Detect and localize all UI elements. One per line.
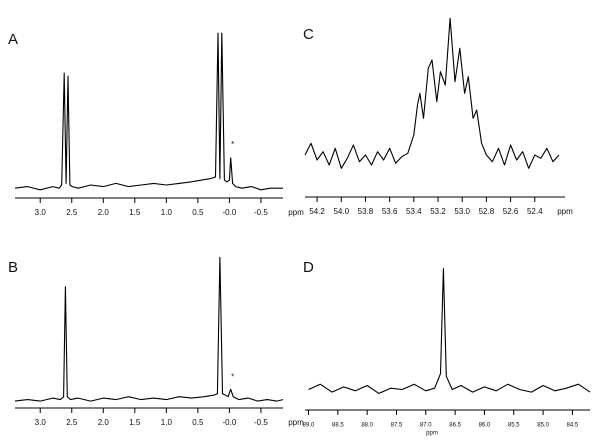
panel-label: D (303, 259, 314, 276)
x-tick-label: 53.8 (358, 207, 374, 216)
spectrum-line (14, 256, 284, 402)
x-tick-label: 85.0 (537, 423, 549, 429)
x-tick-label: 1.0 (161, 208, 173, 217)
panel-label: A (8, 31, 18, 48)
x-tick-label: 2.5 (66, 418, 78, 427)
panel-label: C (303, 26, 314, 43)
x-tick-label: 1.5 (129, 208, 141, 217)
x-tick-label: 84.5 (567, 423, 579, 429)
x-tick-label: 53.2 (430, 207, 446, 216)
x-tick-label: 1.5 (129, 418, 141, 427)
spectrum-line (304, 17, 560, 169)
x-axis-label: ppm (288, 418, 304, 427)
x-tick-label: -0.0 (223, 208, 237, 217)
x-tick-label: 1.0 (161, 418, 173, 427)
x-tick-label: 52.4 (527, 207, 543, 216)
x-tick-label: 52.8 (479, 207, 495, 216)
x-axis-label: ppm (426, 431, 438, 437)
x-tick-label: 85.5 (508, 423, 520, 429)
x-tick-label: 2.0 (98, 418, 110, 427)
x-tick-label: 52.6 (503, 207, 519, 216)
x-tick-label: 2.0 (98, 208, 110, 217)
x-tick-label: 89.0 (303, 423, 315, 429)
x-axis-label: ppm (288, 208, 304, 217)
panel-label: B (8, 259, 18, 276)
annotation: * (231, 373, 234, 382)
x-tick-label: 0.5 (192, 208, 204, 217)
x-tick-label: 54.2 (309, 207, 325, 216)
x-tick-label: 86.5 (449, 423, 461, 429)
x-tick-label: 53.0 (454, 207, 470, 216)
x-tick-label: 86.0 (479, 423, 491, 429)
annotation: * (231, 140, 234, 149)
x-tick-label: 0.5 (192, 418, 204, 427)
x-axis-label: ppm (557, 207, 573, 216)
x-tick-label: 2.5 (66, 208, 78, 217)
x-tick-label: 87.5 (391, 423, 403, 429)
x-tick-label: 54.0 (333, 207, 349, 216)
x-tick-label: 88.5 (332, 423, 344, 429)
x-tick-label: 87.0 (420, 423, 432, 429)
x-tick-label: 3.0 (35, 418, 47, 427)
x-tick-label: -0.5 (254, 418, 268, 427)
x-tick-label: 3.0 (35, 208, 47, 217)
x-tick-label: 53.6 (382, 207, 398, 216)
spectrum-line (14, 32, 283, 191)
x-tick-label: -0.0 (223, 418, 237, 427)
x-tick-label: 53.4 (406, 207, 422, 216)
spectrum-line (308, 268, 591, 394)
x-tick-label: 88.0 (361, 423, 373, 429)
x-tick-label: -0.5 (254, 208, 268, 217)
